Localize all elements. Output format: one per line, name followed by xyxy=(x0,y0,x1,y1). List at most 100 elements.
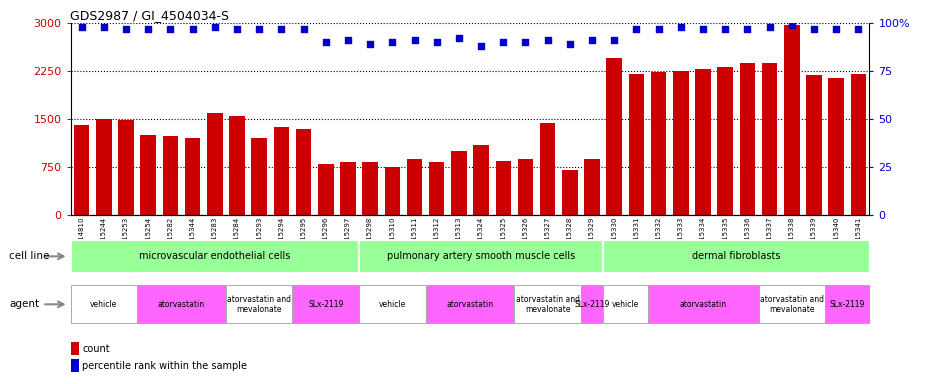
Bar xyxy=(717,67,733,215)
Point xyxy=(96,24,111,30)
Point xyxy=(296,26,311,32)
Text: agent: agent xyxy=(9,299,39,310)
Bar xyxy=(296,129,311,215)
Text: SLx-2119: SLx-2119 xyxy=(830,300,865,309)
Point xyxy=(696,26,711,32)
Bar xyxy=(474,145,489,215)
Point xyxy=(606,37,621,43)
Bar xyxy=(362,162,378,215)
Point xyxy=(851,26,866,32)
Point xyxy=(407,37,422,43)
Text: pulmonary artery smooth muscle cells: pulmonary artery smooth muscle cells xyxy=(387,251,575,261)
Bar xyxy=(585,159,600,215)
Bar xyxy=(140,135,156,215)
Point xyxy=(518,39,533,45)
Bar xyxy=(629,74,644,215)
Bar xyxy=(650,72,666,215)
Bar xyxy=(495,161,511,215)
Bar xyxy=(185,138,200,215)
Bar xyxy=(359,240,603,273)
Bar xyxy=(603,240,870,273)
Point xyxy=(784,22,799,28)
Bar xyxy=(384,167,400,215)
Bar xyxy=(251,138,267,215)
Text: cell line: cell line xyxy=(9,251,50,262)
Bar xyxy=(429,162,445,215)
Bar xyxy=(226,285,292,323)
Point xyxy=(451,35,466,41)
Text: atorvastatin: atorvastatin xyxy=(446,300,494,309)
Bar xyxy=(759,285,825,323)
Point xyxy=(185,26,200,32)
Bar xyxy=(207,113,223,215)
Point xyxy=(562,41,577,47)
Bar xyxy=(118,120,133,215)
Text: atorvastatin: atorvastatin xyxy=(158,300,205,309)
Point xyxy=(430,39,445,45)
Point xyxy=(363,41,378,47)
Bar xyxy=(229,116,244,215)
Point xyxy=(495,39,510,45)
Bar xyxy=(274,127,290,215)
Bar xyxy=(761,63,777,215)
Bar xyxy=(825,285,870,323)
Bar xyxy=(807,75,822,215)
Text: percentile rank within the sample: percentile rank within the sample xyxy=(83,361,247,371)
Bar xyxy=(70,359,79,372)
Point xyxy=(540,37,556,43)
Bar xyxy=(740,63,755,215)
Point xyxy=(384,39,400,45)
Text: count: count xyxy=(83,344,110,354)
Point xyxy=(163,26,178,32)
Text: vehicle: vehicle xyxy=(612,300,639,309)
Bar xyxy=(292,285,359,323)
Bar xyxy=(851,74,866,215)
Text: dermal fibroblasts: dermal fibroblasts xyxy=(692,251,780,261)
Bar xyxy=(74,126,89,215)
Text: GDS2987 / GI_4504034-S: GDS2987 / GI_4504034-S xyxy=(70,9,229,22)
Point xyxy=(673,24,688,30)
Point xyxy=(629,26,644,32)
Bar xyxy=(359,285,426,323)
Bar xyxy=(673,71,689,215)
Point xyxy=(118,26,133,32)
Point xyxy=(585,37,600,43)
Bar xyxy=(426,285,514,323)
Point xyxy=(740,26,755,32)
Text: atorvastatin and
mevalonate: atorvastatin and mevalonate xyxy=(227,295,291,314)
Point xyxy=(274,26,289,32)
Bar xyxy=(451,151,466,215)
Bar xyxy=(163,136,179,215)
Bar xyxy=(407,159,422,215)
Point xyxy=(807,26,822,32)
Text: microvascular endothelial cells: microvascular endothelial cells xyxy=(139,251,290,261)
Bar xyxy=(784,25,800,215)
Bar xyxy=(648,285,759,323)
Point xyxy=(829,26,844,32)
Bar xyxy=(318,164,334,215)
Point xyxy=(252,26,267,32)
Bar xyxy=(514,285,581,323)
Bar xyxy=(581,285,603,323)
Bar xyxy=(606,58,622,215)
Point xyxy=(141,26,156,32)
Text: vehicle: vehicle xyxy=(379,300,406,309)
Bar xyxy=(562,170,578,215)
Text: SLx-2119: SLx-2119 xyxy=(308,300,343,309)
Point xyxy=(762,24,777,30)
Bar xyxy=(696,69,711,215)
Bar xyxy=(518,159,533,215)
Point xyxy=(651,26,666,32)
Point xyxy=(207,24,222,30)
Bar xyxy=(340,162,355,215)
Point xyxy=(340,37,355,43)
Text: vehicle: vehicle xyxy=(90,300,118,309)
Point xyxy=(74,24,89,30)
Point xyxy=(319,39,334,45)
Bar xyxy=(137,285,226,323)
Point xyxy=(474,43,489,49)
Bar xyxy=(70,342,79,355)
Bar xyxy=(96,119,112,215)
Text: atorvastatin: atorvastatin xyxy=(680,300,727,309)
Point xyxy=(229,26,244,32)
